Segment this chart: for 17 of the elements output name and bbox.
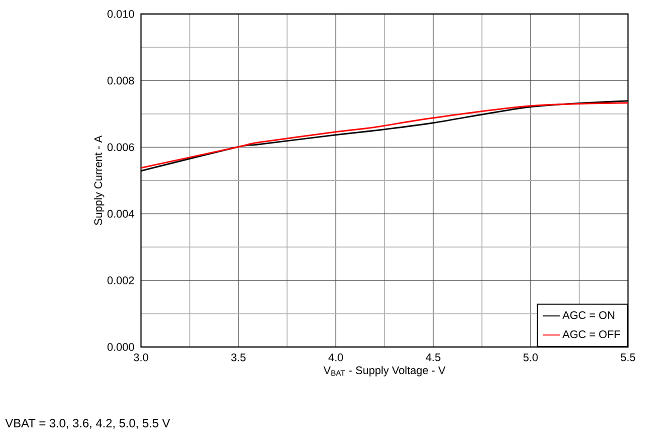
- text: VBAT = 3.0, 3.6, 4.2, 5.0, 5.5 V: [5, 418, 170, 429]
- x-tick-label: 3.0: [134, 354, 148, 362]
- y-axis-title: Supply Current - A: [94, 135, 104, 226]
- y-tick-label: 0.004: [107, 210, 134, 218]
- x-axis-title: V$_{BAT}$ - Supply Voltage - V: [324, 366, 446, 376]
- y-tick-label: 0.008: [107, 76, 134, 84]
- x-tick-label: 4.5: [426, 354, 440, 362]
- y-tick-label: 0.002: [107, 276, 134, 284]
- x-tick-label: 5.0: [523, 354, 538, 362]
- legend-label: AGC = ON: [562, 311, 614, 320]
- y-tick-label: 0.006: [107, 143, 134, 152]
- x-tick-label: 5.5: [620, 354, 636, 362]
- legend-label: AGC = OFF: [562, 330, 620, 338]
- y-tick-label: 0.000: [107, 343, 134, 351]
- x-tick-label: 3.5: [231, 354, 246, 362]
- x-tick-label: 4.0: [328, 354, 343, 362]
- y-tick-label: 0.010: [107, 10, 134, 18]
